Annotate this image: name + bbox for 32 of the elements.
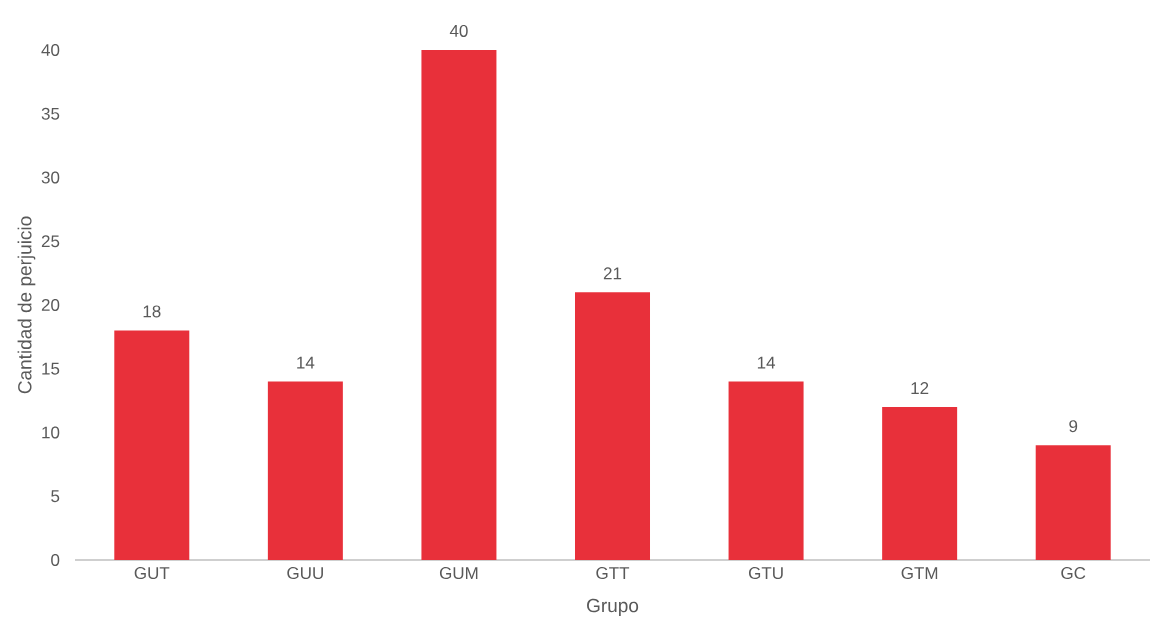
y-tick-label: 20 [41, 298, 60, 311]
y-tick-label: 10 [42, 426, 60, 439]
data-label: 14 [297, 356, 315, 369]
x-axis-title: Grupo [587, 598, 639, 617]
x-tick-label: GUM [439, 567, 478, 580]
x-tick-label: GC [1061, 567, 1086, 580]
y-axis-title: Cantidad de perjuicio [17, 216, 36, 394]
y-tick-label: 40 [41, 43, 60, 56]
x-tick-label: GTU [748, 567, 783, 580]
y-tick-label: 5 [51, 490, 60, 503]
data-label: 18 [143, 305, 161, 318]
data-label: 14 [757, 356, 776, 369]
y-tick-label: 0 [51, 553, 60, 566]
bar [1035, 445, 1111, 560]
data-label: 9 [1069, 420, 1078, 433]
bar [882, 406, 958, 560]
data-label: 40 [449, 24, 468, 37]
bar [728, 381, 804, 560]
bar [575, 292, 650, 560]
y-tick-label: 25 [41, 235, 60, 248]
y-tick-label: 30 [41, 171, 60, 184]
bar [267, 381, 343, 560]
x-tick-label: GTT [596, 567, 630, 580]
data-label: 21 [603, 267, 622, 280]
x-tick-label: GUT [134, 567, 170, 580]
x-tick-label: GUU [287, 567, 323, 580]
x-tick-label: GTM [901, 567, 938, 580]
bar [421, 49, 497, 560]
data-label: 12 [911, 382, 929, 394]
bar [114, 330, 190, 560]
y-tick-label: 35 [41, 107, 60, 120]
y-tick-label: 15 [42, 362, 60, 375]
